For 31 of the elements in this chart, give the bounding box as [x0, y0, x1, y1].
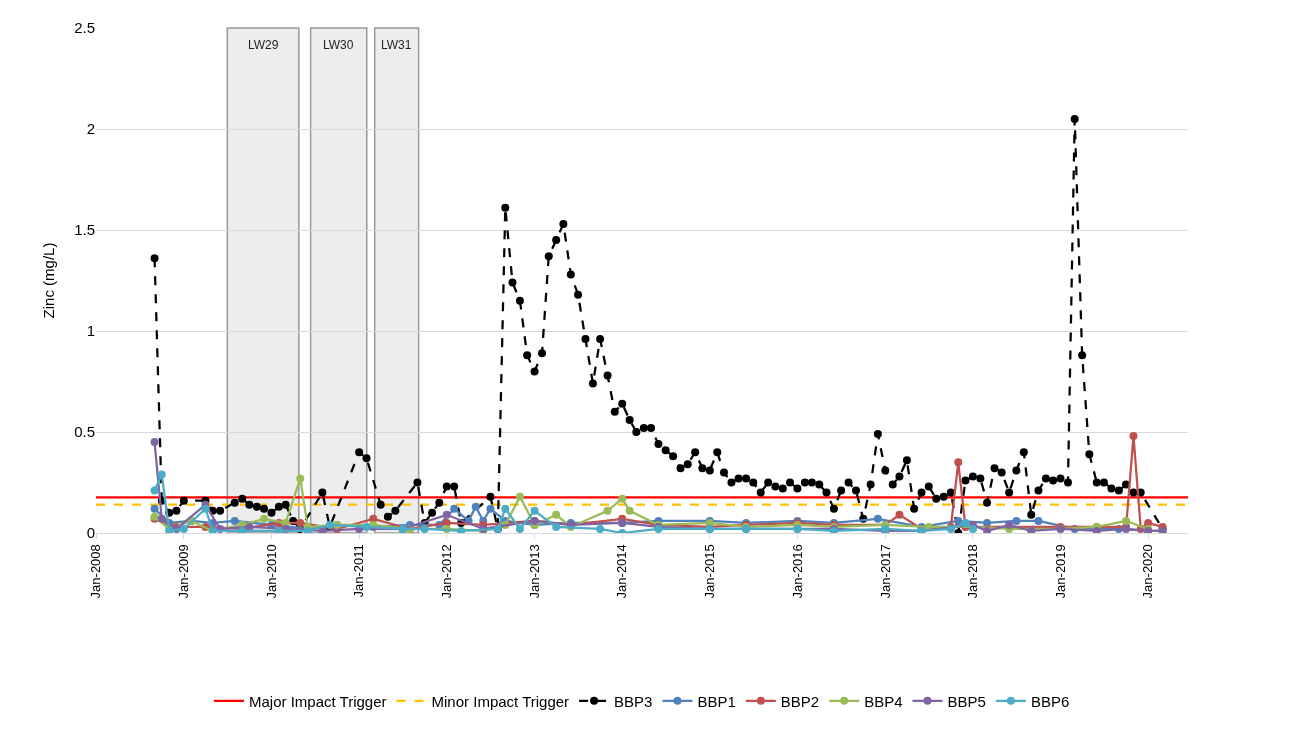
y-tick-label: 2: [86, 120, 95, 138]
legend-label: BBP3: [614, 692, 653, 710]
legend-label: BBP5: [947, 692, 986, 710]
x-tick-label: Jan-2017: [877, 544, 893, 599]
y-tick-label: 2.5: [74, 19, 95, 37]
x-tick-label: Jan-2015: [702, 544, 718, 599]
x-tick-label: Jan-2019: [1052, 544, 1068, 599]
legend-label: BBP4: [864, 692, 903, 710]
x-tick-label: Jan-2010: [263, 544, 279, 599]
legend-label: BBP2: [780, 692, 820, 710]
legend-label: BBP6: [1030, 692, 1070, 710]
y-axis-title: Zinc (mg/L): [40, 242, 58, 319]
x-tick-label: Jan-2016: [789, 544, 805, 599]
legend-label: Major Impact Trigger: [249, 692, 387, 710]
x-tick-label: Jan-2009: [176, 544, 192, 599]
y-tick-label: 0: [86, 524, 95, 542]
y-tick-label: 0.5: [74, 423, 95, 441]
x-tick-label: Jan-2013: [526, 544, 542, 599]
y-tick-label: 1.5: [74, 221, 95, 239]
legend-label: BBP1: [697, 692, 736, 710]
x-tick-label: Jan-2008: [88, 544, 104, 599]
x-tick-label: Jan-2020: [1140, 544, 1156, 599]
y-tick-label: 1: [86, 322, 95, 340]
band-label: LW30: [323, 38, 354, 52]
band-label: LW29: [248, 38, 279, 52]
legend-label: Minor Impact Trigger: [431, 692, 570, 710]
x-tick-label: Jan-2011: [351, 544, 367, 598]
x-tick-label: Jan-2014: [614, 544, 630, 599]
x-tick-label: Jan-2018: [965, 544, 981, 599]
x-tick-label: Jan-2012: [438, 544, 454, 599]
band-label: LW31: [381, 38, 412, 52]
